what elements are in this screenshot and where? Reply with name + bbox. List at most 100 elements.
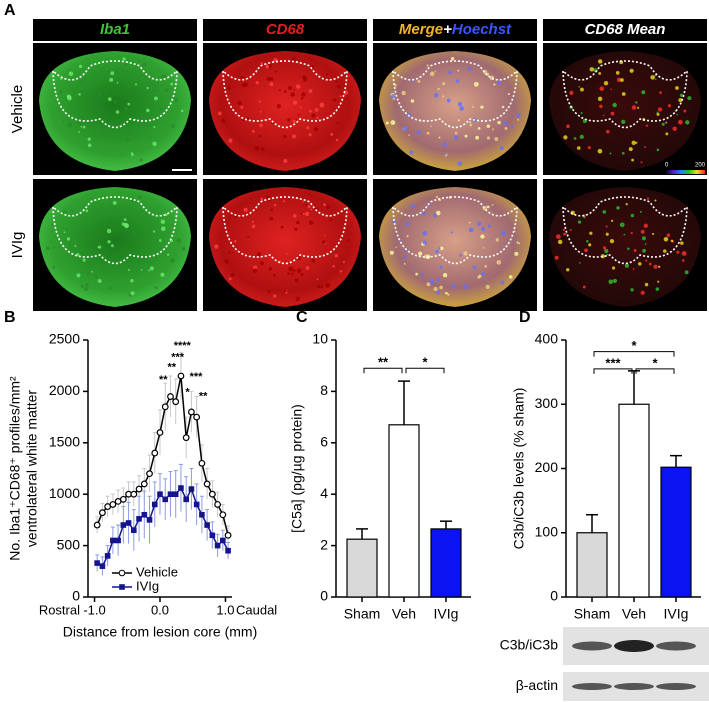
y-tick-label: 300 (535, 395, 559, 411)
texture (292, 119, 296, 123)
tissue (39, 51, 191, 171)
texture (403, 263, 406, 265)
texture (436, 290, 441, 295)
y-tick-label: 0 (320, 588, 328, 604)
x-tick-label: -1.0 (83, 602, 105, 617)
significance: ** (378, 355, 389, 370)
point (203, 480, 211, 488)
texture (488, 224, 491, 228)
texture (119, 262, 125, 267)
texture (287, 118, 291, 122)
texture (116, 81, 119, 84)
texture (679, 93, 684, 97)
texture (283, 134, 287, 139)
texture (132, 61, 135, 64)
texture (319, 102, 325, 108)
texture (630, 213, 635, 218)
texture (415, 272, 418, 276)
texture (152, 88, 157, 93)
texture (292, 134, 297, 139)
texture (580, 87, 584, 92)
texture (296, 268, 302, 273)
point (135, 485, 143, 493)
texture (463, 284, 469, 289)
texture (347, 239, 350, 242)
texture (259, 110, 262, 113)
texture (154, 96, 158, 101)
texture (51, 223, 54, 226)
texture (434, 70, 437, 73)
texture (156, 287, 159, 290)
texture (62, 121, 65, 124)
texture (266, 76, 271, 81)
header-part: Iba1 (100, 21, 130, 38)
texture (641, 236, 646, 241)
texture (450, 57, 455, 61)
point (188, 486, 195, 492)
texture (612, 102, 617, 108)
significance: * (631, 338, 637, 353)
texture (439, 265, 443, 269)
texture (435, 249, 439, 254)
y-tick-label: 400 (535, 331, 559, 347)
point (130, 490, 138, 498)
texture (290, 92, 295, 97)
texture (597, 148, 603, 154)
point (198, 459, 206, 467)
texture (657, 107, 663, 112)
texture (115, 110, 120, 114)
texture (631, 158, 635, 162)
texture (446, 98, 451, 103)
texture (110, 135, 113, 138)
texture (644, 243, 647, 245)
point (119, 495, 127, 503)
texture (410, 78, 413, 82)
texture (251, 224, 256, 229)
texture (171, 124, 176, 129)
texture (300, 106, 302, 109)
texture (656, 112, 660, 116)
texture (457, 119, 460, 122)
texture (631, 105, 637, 110)
texture (118, 216, 123, 222)
texture (597, 59, 603, 64)
texture (603, 80, 609, 86)
texture (150, 135, 152, 138)
texture (104, 218, 108, 221)
texture (629, 68, 634, 73)
row-label: IVIg (9, 232, 26, 259)
texture (251, 129, 255, 133)
texture (439, 285, 443, 290)
texture (677, 119, 683, 125)
significance: * (422, 355, 428, 370)
point (109, 501, 117, 508)
texture (78, 121, 84, 127)
texture (603, 246, 607, 250)
texture (417, 79, 421, 83)
texture (148, 216, 151, 220)
row-label: Vehicle (9, 85, 26, 133)
texture (260, 62, 263, 65)
texture (130, 279, 134, 283)
texture (256, 252, 262, 257)
texture (663, 236, 669, 242)
texture (630, 288, 634, 292)
texture (160, 219, 166, 224)
y-tick-label: 2000 (49, 382, 80, 398)
texture (562, 228, 566, 231)
texture (76, 253, 80, 257)
texture (86, 271, 91, 276)
texture (422, 240, 427, 245)
texture (584, 248, 588, 253)
texture (658, 265, 661, 268)
texture (678, 98, 683, 103)
texture (589, 231, 593, 235)
texture (437, 87, 440, 91)
point (104, 553, 111, 559)
texture (322, 76, 327, 81)
texture (653, 264, 658, 269)
texture (311, 258, 316, 263)
texture (429, 279, 434, 285)
texture (305, 266, 310, 270)
texture (621, 151, 625, 155)
